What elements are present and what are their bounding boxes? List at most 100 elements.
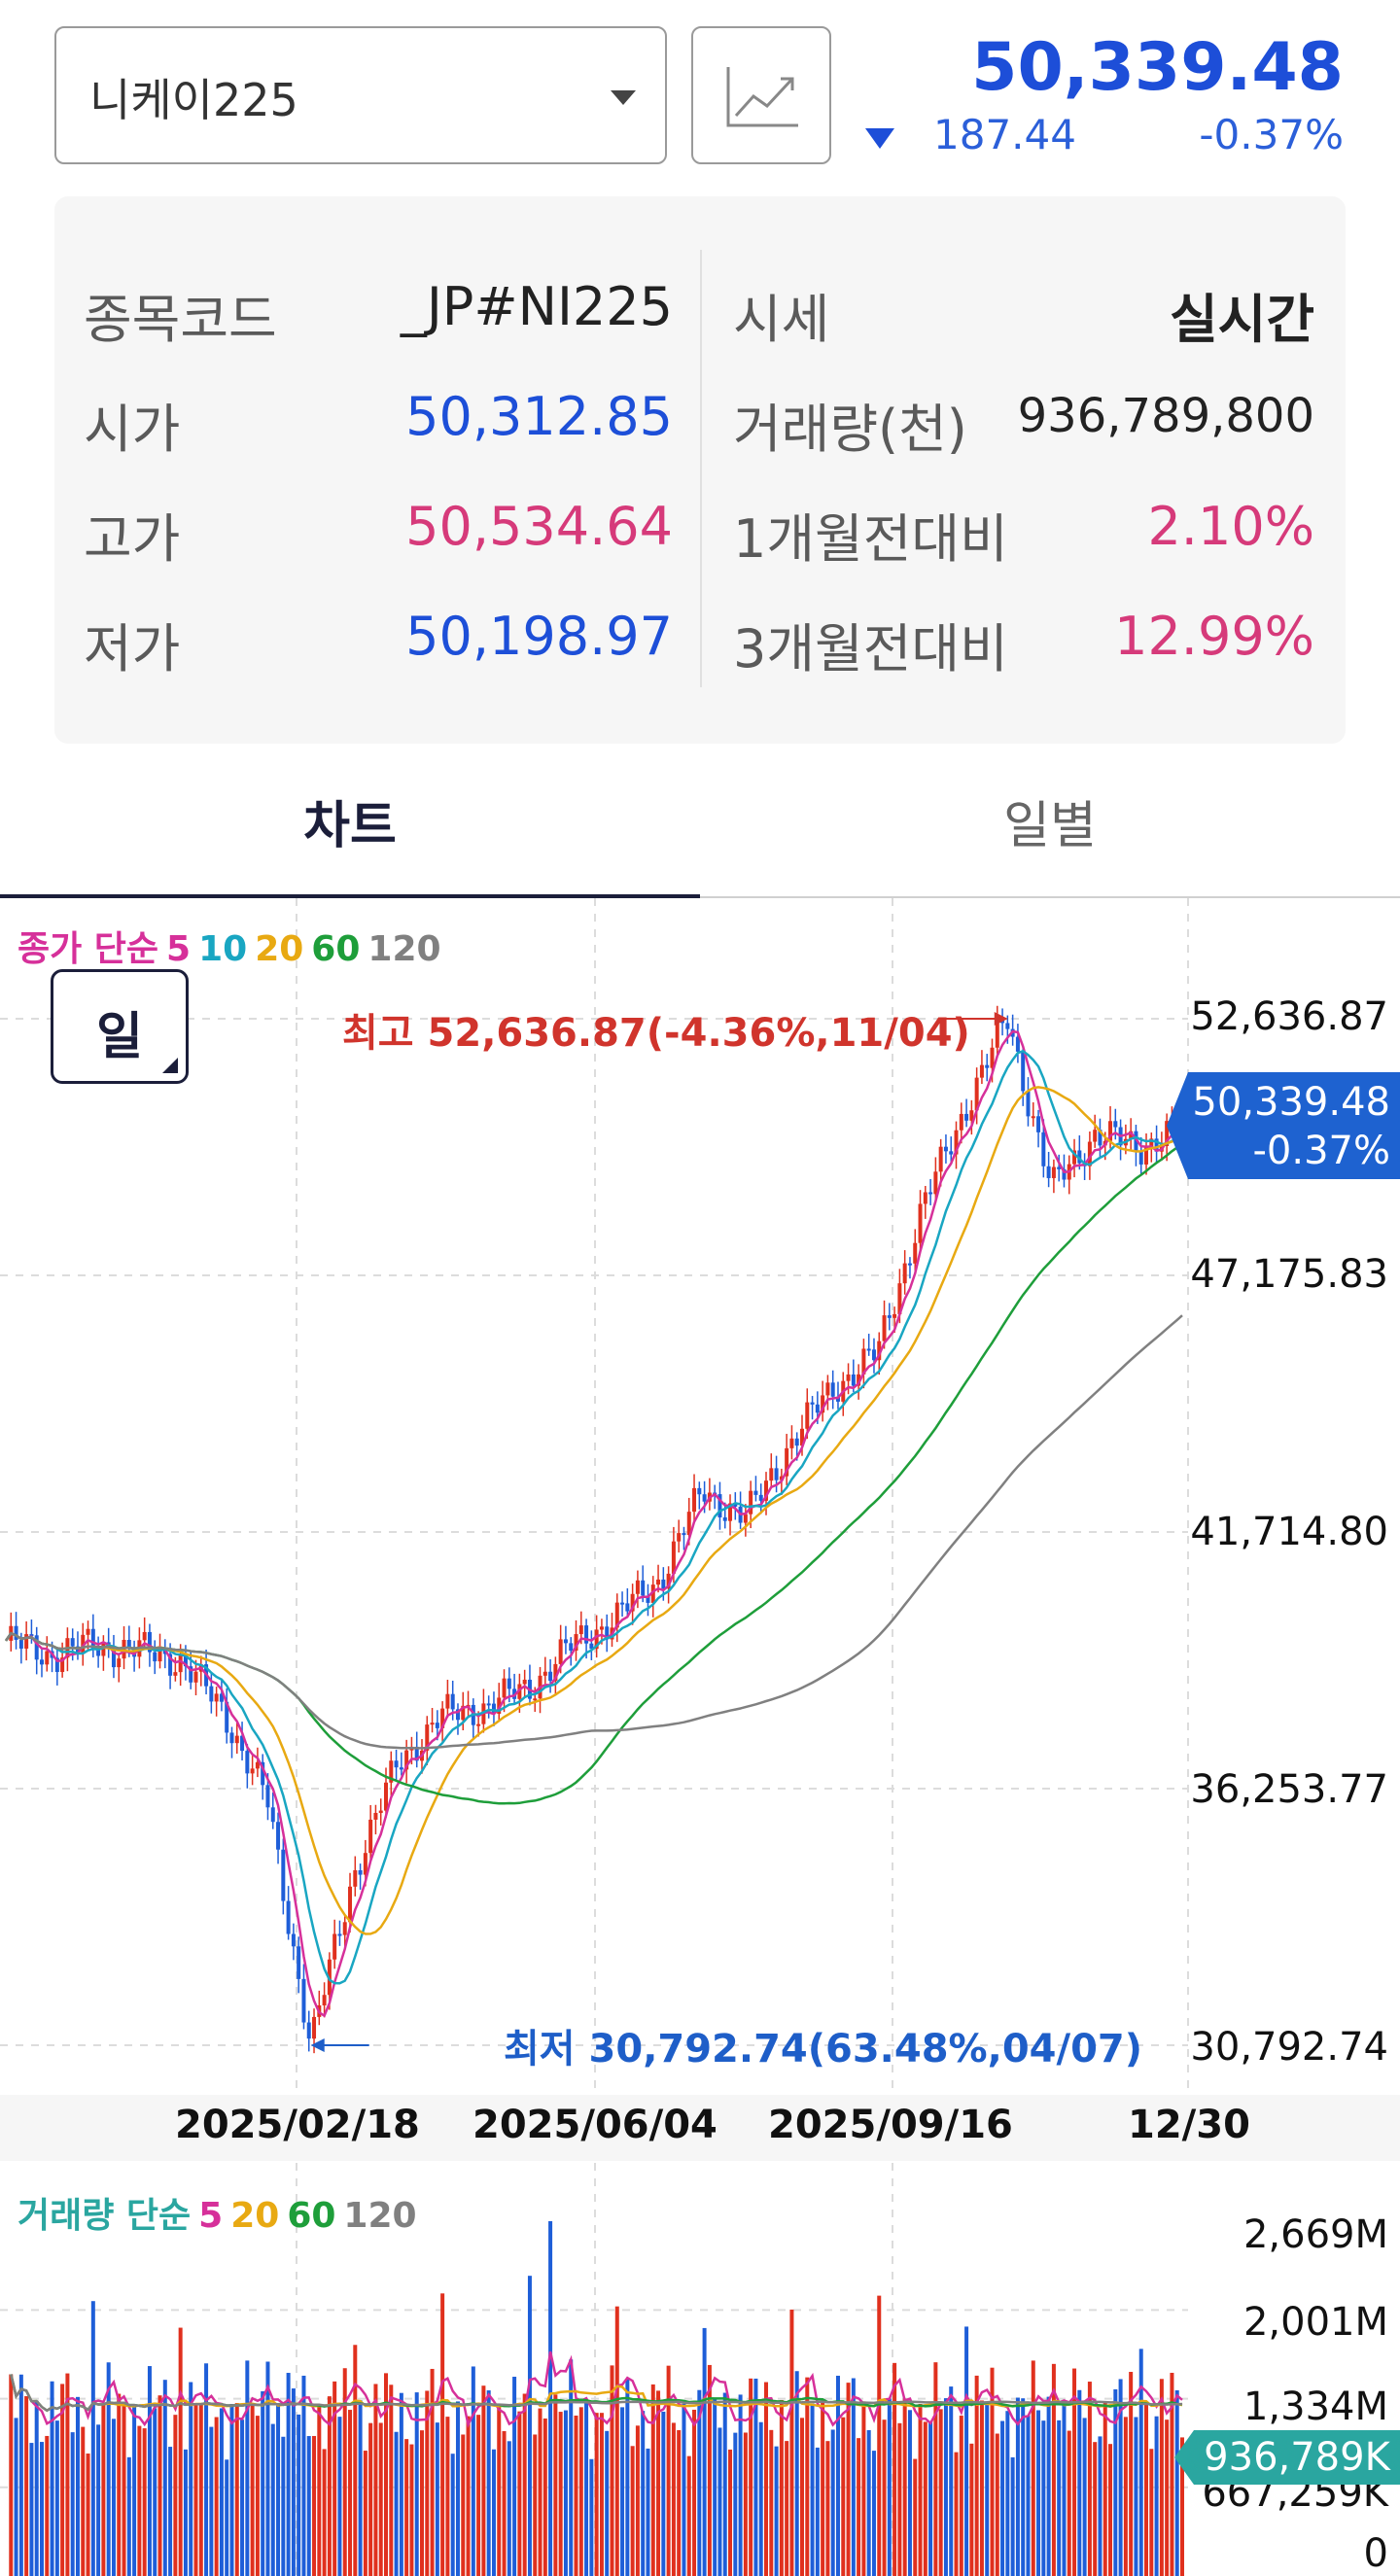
volume-bar — [857, 2438, 861, 2576]
volume-bar — [614, 2306, 619, 2576]
volume-bar — [297, 2414, 301, 2576]
volume-bar — [682, 2403, 686, 2576]
volume-bar — [610, 2365, 614, 2576]
candle-body — [450, 1693, 455, 1710]
ma-legend-prefix: 종가 단순 — [18, 929, 159, 969]
candle-body — [794, 1438, 799, 1446]
volume-bar — [954, 2452, 959, 2576]
candle-body — [214, 1693, 219, 1702]
price-chart[interactable] — [0, 898, 1400, 2095]
volume-bar — [471, 2366, 475, 2576]
volume-bar — [435, 2422, 439, 2576]
volume-bar — [887, 2398, 892, 2576]
volume-bar — [1123, 2417, 1128, 2576]
volume-bar — [50, 2381, 54, 2576]
ma-legend-20: 20 — [255, 929, 304, 969]
volume-bar — [265, 2361, 270, 2576]
volume-legend: 거래량 단순 5 20 60 120 — [18, 2187, 425, 2238]
candle-body — [774, 1468, 779, 1480]
volume-bar — [90, 2301, 95, 2576]
volume-bar — [1057, 2419, 1062, 2576]
volume-bar — [517, 2411, 522, 2576]
volume-bar — [995, 2433, 999, 2576]
volume-bar — [198, 2404, 203, 2576]
candle-body — [743, 1514, 748, 1523]
candle-body — [24, 1634, 29, 1649]
volume-bar — [835, 2375, 840, 2576]
volume-bar — [332, 2381, 337, 2576]
candle-body — [250, 1768, 255, 1774]
candle-body — [297, 1946, 301, 1979]
volume-bar — [363, 2451, 368, 2576]
volume-chart[interactable] — [0, 2163, 1400, 2576]
info-value-volume: 936,789,800 — [1017, 389, 1314, 443]
volume-bar — [189, 2382, 193, 2576]
index-select[interactable]: 니케이225 — [54, 26, 667, 164]
candle-body — [907, 1263, 912, 1266]
volume-bar — [1138, 2349, 1143, 2576]
period-button[interactable]: 일 — [51, 969, 189, 1084]
candle-body — [399, 1767, 403, 1770]
price-change: 187.44 — [933, 111, 1076, 158]
info-value-high: 50,534.64 — [405, 496, 673, 557]
volume-tick-label: 1,334M — [1242, 2385, 1388, 2429]
candle-body — [938, 1146, 943, 1172]
volume-bar — [281, 2436, 286, 2576]
volume-bar — [225, 2459, 229, 2576]
volume-bar — [34, 2400, 39, 2576]
volume-bar — [440, 2293, 445, 2576]
volume-bar — [830, 2429, 835, 2576]
volume-bar — [219, 2408, 224, 2576]
y-tick-label: 41,714.80 — [1190, 1510, 1388, 1554]
volume-legend-prefix: 거래량 단순 — [18, 2196, 192, 2236]
volume-bar — [1036, 2410, 1041, 2576]
volume-bar — [168, 2447, 173, 2576]
candle-body — [240, 1735, 245, 1752]
volume-bar — [1102, 2402, 1107, 2576]
candle-body — [722, 1516, 727, 1521]
tab-chart[interactable]: 차트 — [303, 797, 397, 855]
volume-bar — [126, 2456, 131, 2576]
volume-bar — [507, 2441, 511, 2576]
candle-body — [574, 1634, 578, 1652]
volume-bar — [497, 2407, 502, 2576]
volume-bar — [733, 2432, 738, 2576]
candle-body — [378, 1810, 383, 1814]
volume-bar — [1005, 2411, 1010, 2576]
candle-body — [291, 1933, 296, 1947]
volume-bar — [29, 2443, 34, 2576]
candle-body — [1144, 1147, 1149, 1165]
volume-bar — [1000, 2420, 1005, 2576]
volume-bar — [722, 2392, 727, 2576]
candle-body — [81, 1634, 86, 1654]
candle-body — [219, 1693, 224, 1702]
tab-daily[interactable]: 일별 — [1003, 797, 1097, 855]
volume-bar — [578, 2407, 583, 2576]
current-price-tag: 50,339.48 -0.37% — [1188, 1072, 1400, 1179]
candle-body — [887, 1315, 892, 1318]
volume-bar — [291, 2388, 296, 2576]
volume-bar — [1082, 2418, 1087, 2576]
volume-bar — [656, 2390, 661, 2576]
volume-bar — [1113, 2388, 1118, 2576]
volume-bar — [928, 2420, 933, 2576]
candle-body — [1129, 1131, 1134, 1139]
volume-bar — [1118, 2379, 1123, 2576]
candle-body — [265, 1785, 270, 1808]
candle-body — [928, 1192, 933, 1195]
candle-body — [789, 1438, 794, 1448]
volume-bar — [342, 2368, 347, 2576]
volume-bar — [1072, 2368, 1077, 2576]
volume-bar — [882, 2419, 887, 2576]
candle-body — [209, 1686, 214, 1702]
volume-bar — [1129, 2371, 1134, 2576]
moving-average-120 — [4, 1314, 1183, 1750]
volume-bar — [553, 2394, 558, 2576]
chart-view-button[interactable] — [691, 26, 831, 164]
volume-bar — [1108, 2444, 1113, 2576]
candle-body — [733, 1503, 738, 1507]
candle-body — [261, 1761, 265, 1786]
volume-bar — [178, 2327, 183, 2576]
candle-body — [440, 1708, 445, 1728]
candle-body — [697, 1487, 702, 1495]
